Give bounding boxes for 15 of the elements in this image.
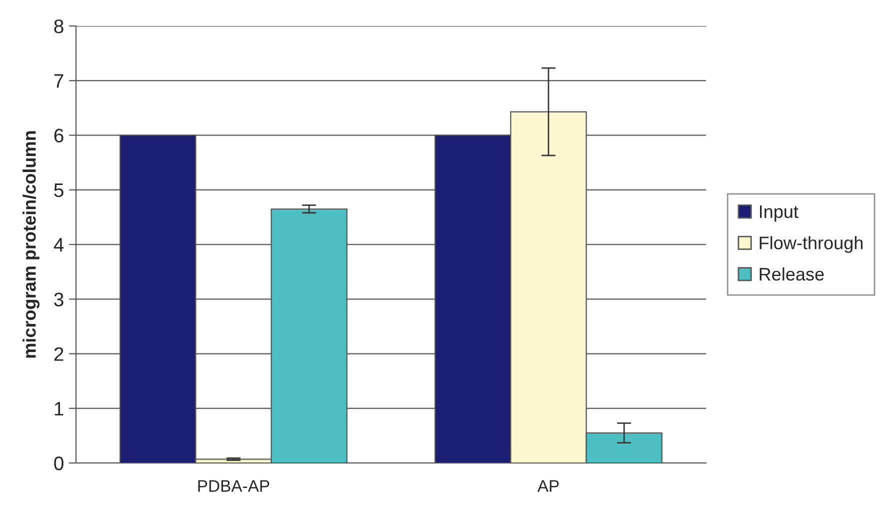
y-tick-label: 2 <box>54 347 64 361</box>
y-tick-label: 4 <box>54 238 64 252</box>
y-tick-label: 3 <box>54 292 64 306</box>
y-tick-label: 7 <box>54 74 64 88</box>
y-tick-label: 6 <box>54 128 64 142</box>
y-tick-label: 5 <box>54 184 64 198</box>
y-tick-label: 8 <box>54 19 64 34</box>
legend-label: Release <box>760 267 824 281</box>
y-axis-title: microgram protein/column <box>22 131 40 358</box>
legend-label: Input <box>760 205 798 222</box>
y-tick-label: 1 <box>54 402 64 416</box>
legend-label: Flow-through <box>760 236 863 253</box>
y-tick-label: 0 <box>54 456 64 470</box>
x-tick-label: AP <box>537 480 559 492</box>
x-tick-label: PDBA-AP <box>198 480 270 492</box>
